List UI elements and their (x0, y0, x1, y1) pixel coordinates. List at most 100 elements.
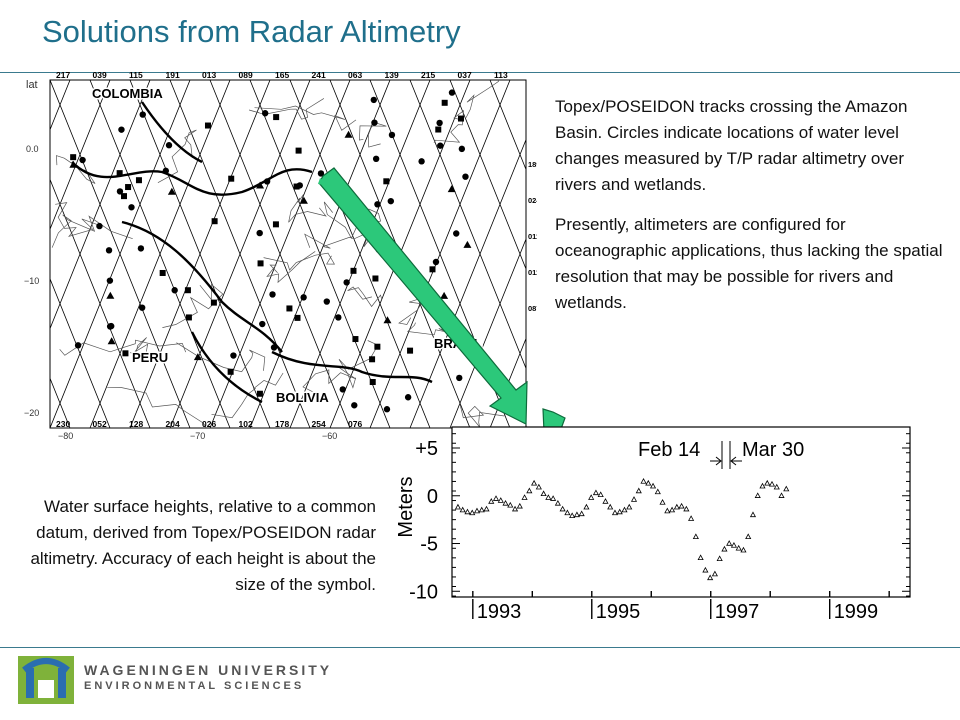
triangle-marker (440, 291, 449, 299)
water-height-chart: +50-5-10 1993 1995 1997 1999 Meters Feb 14 … (395, 426, 911, 623)
triangle-marker (447, 185, 456, 193)
topex-track-map: lat 217 039 115 191 013 089 165 241 063 139 215 037… (24, 72, 537, 441)
height-point (611, 509, 619, 516)
square-marker (286, 305, 293, 312)
height-point (554, 499, 561, 506)
square-marker (273, 114, 280, 121)
height-point (716, 555, 723, 561)
height-point (459, 506, 466, 513)
height-point (521, 494, 528, 500)
map-description: Topex/POSEIDON tracks crossing the Amazo… (555, 94, 950, 330)
lon-tick: −70 (190, 431, 205, 441)
height-point (473, 507, 481, 514)
lat-tick: −20 (24, 408, 39, 418)
triangle-marker (69, 160, 78, 168)
chart-y-axis-label: Meters (395, 476, 417, 537)
circle-marker (138, 304, 146, 311)
square-marker (272, 221, 279, 228)
height-point (669, 506, 676, 513)
square-marker (184, 287, 191, 294)
country-label-colombia: COLOMBIA (92, 86, 163, 101)
track-line (449, 238, 526, 428)
circle-marker (256, 229, 263, 237)
circle-marker (339, 386, 346, 393)
footer-department: ENVIRONMENTAL SCIENCES (84, 680, 305, 692)
height-point (564, 509, 571, 516)
square-marker (352, 336, 359, 343)
track-number: 052 (93, 419, 107, 429)
circle-marker (128, 204, 135, 211)
bottom-track-numbers: 230 052 128 204 026 102 178 254 076 (56, 419, 362, 429)
height-point (454, 503, 462, 510)
track-number: 191 (166, 72, 180, 80)
height-point (569, 512, 576, 519)
description-paragraph: Topex/POSEIDON tracks crossing the Amazo… (555, 97, 908, 194)
height-point (592, 489, 600, 496)
circle-marker (269, 291, 276, 298)
circle-marker (437, 142, 444, 149)
square-marker (125, 184, 132, 191)
annotation-arrow-right (730, 456, 742, 466)
square-marker (435, 126, 442, 133)
height-point (778, 492, 785, 498)
square-marker (135, 177, 142, 184)
triangle-marker (463, 240, 472, 248)
square-marker (257, 260, 264, 267)
height-point (492, 495, 500, 501)
right-track-numbers: 189 024 011 011 087 (528, 160, 537, 313)
height-point (773, 483, 780, 490)
height-point (726, 540, 733, 546)
circle-marker (462, 173, 469, 180)
height-point (483, 505, 490, 512)
square-marker (256, 390, 263, 397)
square-marker (116, 170, 123, 177)
track-line (489, 337, 526, 428)
track-line (50, 277, 111, 428)
track-number: 011 (528, 268, 537, 277)
track-number: 089 (239, 72, 253, 80)
track-number: 076 (348, 419, 362, 429)
height-point (640, 478, 647, 484)
river (55, 202, 99, 237)
border-line (190, 331, 263, 404)
height-point (616, 508, 623, 515)
circle-marker (335, 314, 342, 321)
track-number: 024 (528, 196, 537, 205)
river (51, 214, 133, 248)
triangle-marker (193, 353, 202, 361)
track-number: 254 (312, 419, 326, 429)
logo-pillar (26, 668, 34, 698)
footer-divider (0, 647, 960, 648)
track-line (129, 80, 271, 428)
height-point (507, 501, 514, 508)
height-point (764, 479, 771, 486)
height-point (659, 499, 666, 505)
track-number: 128 (129, 419, 143, 429)
square-marker (457, 115, 464, 122)
river (107, 387, 207, 428)
x-tick-label: 1993 (477, 601, 522, 623)
square-marker (369, 379, 376, 386)
track-number: 026 (202, 419, 216, 429)
track-number: 217 (56, 72, 70, 80)
lat-tick: 0.0 (26, 144, 39, 154)
height-point (697, 554, 704, 561)
height-point (588, 494, 595, 500)
circle-marker (230, 352, 237, 359)
square-marker (293, 183, 300, 190)
page-title: Solutions from Radar Altimetry (42, 14, 461, 49)
y-tick-marks (452, 433, 910, 597)
river (304, 231, 370, 249)
country-label-bolivia: BOLIVIA (276, 390, 329, 405)
river (157, 129, 197, 184)
square-marker (350, 267, 357, 274)
height-point (630, 496, 638, 502)
circle-marker (263, 178, 271, 185)
circle-marker (296, 182, 304, 189)
height-point (559, 505, 566, 512)
triangle-marker (344, 130, 353, 138)
annotation-mar30: Mar 30 (742, 439, 804, 461)
circle-marker (458, 145, 466, 153)
circle-marker (300, 294, 307, 301)
circle-marker (137, 245, 145, 252)
